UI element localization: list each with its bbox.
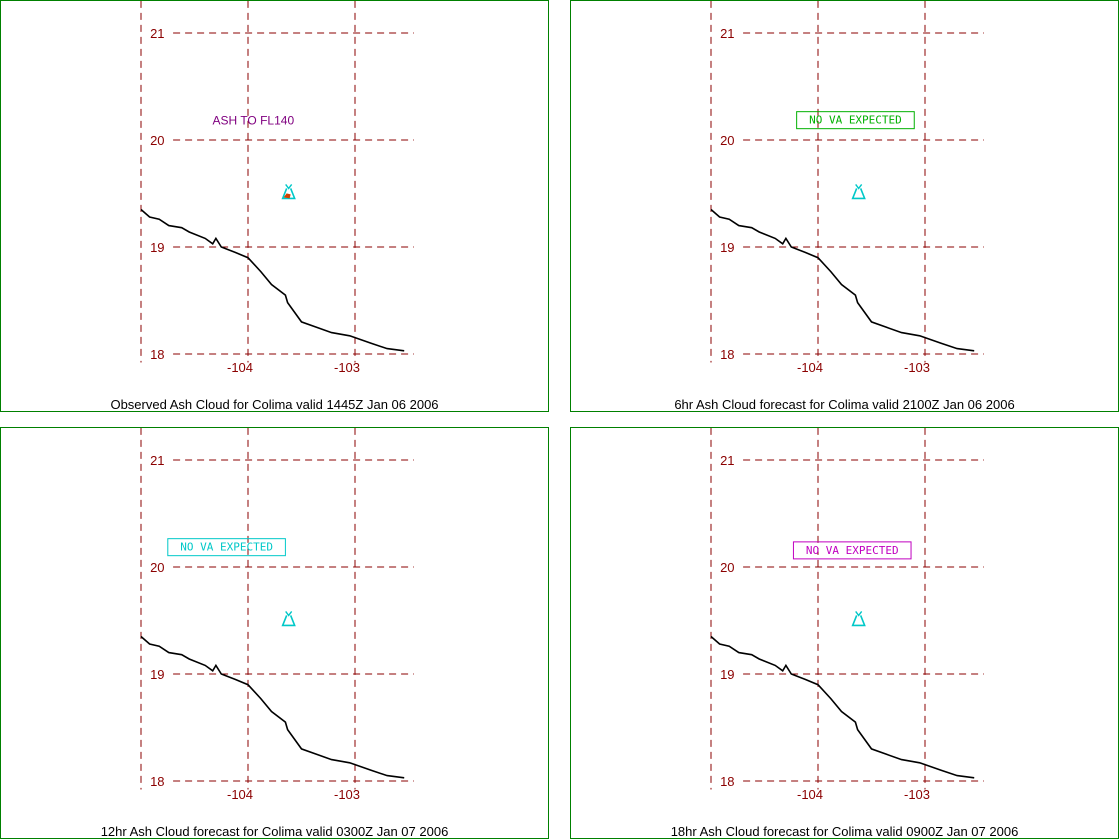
coastline — [710, 635, 975, 779]
ash-cloud-shape — [283, 193, 291, 199]
volcano-icon — [281, 184, 296, 200]
panel-caption: 6hr Ash Cloud forecast for Colima valid … — [674, 397, 1015, 412]
lat-tick-label: 20 — [150, 560, 164, 575]
map-panel-6hr: 21 20 19 18 -104 -103 NO VA EXPECTED 6hr Ash C… — [570, 0, 1119, 412]
lon-tick-label: -104 — [227, 787, 253, 802]
ash-altitude-label: ASH TO FL140 — [213, 114, 295, 128]
label-box — [167, 538, 286, 557]
coastline — [140, 208, 405, 352]
map-panel-observed: 21 20 19 18 -104 -103 ASH TO FL140 Observed As… — [0, 0, 549, 412]
lat-tick-label: 21 — [720, 453, 734, 468]
lon-tick-label: -103 — [334, 787, 360, 802]
volcano-icon — [851, 611, 866, 627]
lon-tick-label: -104 — [797, 360, 823, 375]
lat-tick-label: 19 — [150, 667, 164, 682]
lat-tick-label: 21 — [150, 453, 164, 468]
coastline — [140, 635, 405, 779]
map-svg: 21 20 19 18 -104 -103 NO VA EXPECTED — [140, 428, 414, 802]
lat-tick-label: 21 — [150, 26, 164, 41]
lat-tick-label: 20 — [720, 560, 734, 575]
map-svg: 21 20 19 18 -104 -103 NO VA EXPECTED — [710, 1, 984, 375]
lat-tick-label: 20 — [150, 133, 164, 148]
lat-tick-label: 19 — [720, 667, 734, 682]
lat-tick-label: 18 — [720, 774, 734, 789]
panel-caption: 12hr Ash Cloud forecast for Colima valid… — [100, 824, 449, 839]
lat-tick-label: 20 — [720, 133, 734, 148]
lon-tick-label: -104 — [227, 360, 253, 375]
no-va-expected-label: NO VA EXPECTED — [809, 114, 902, 127]
lat-tick-label: 18 — [150, 774, 164, 789]
map-svg: 21 20 19 18 -104 -103 ASH TO FL140 — [140, 1, 414, 375]
map-panel-12hr: 21 20 19 18 -104 -103 NO VA EXPECTED 12hr Ash … — [0, 427, 549, 839]
volcano-icon — [851, 184, 866, 200]
coastline — [710, 208, 975, 352]
panel-caption: Observed Ash Cloud for Colima valid 1445… — [110, 397, 439, 412]
no-va-expected-label: NO VA EXPECTED — [180, 541, 273, 554]
lat-tick-label: 18 — [150, 347, 164, 362]
map-panel-18hr: 21 20 19 18 -104 -103 NO VA EXPECTED 18hr Ash … — [570, 427, 1119, 839]
lat-tick-label: 18 — [720, 347, 734, 362]
lat-tick-label: 19 — [720, 240, 734, 255]
lon-tick-label: -103 — [334, 360, 360, 375]
label-box — [792, 541, 912, 560]
lat-tick-label: 19 — [150, 240, 164, 255]
volcano-icon — [281, 611, 296, 627]
label-box — [796, 111, 915, 130]
lon-tick-label: -103 — [904, 787, 930, 802]
panel-caption: 18hr Ash Cloud forecast for Colima valid… — [670, 824, 1019, 839]
lon-tick-label: -104 — [797, 787, 823, 802]
no-va-expected-label: NO VA EXPECTED — [806, 544, 899, 557]
lon-tick-label: -103 — [904, 360, 930, 375]
map-svg: 21 20 19 18 -104 -103 NO VA EXPECTED — [710, 428, 984, 802]
lat-tick-label: 21 — [720, 26, 734, 41]
